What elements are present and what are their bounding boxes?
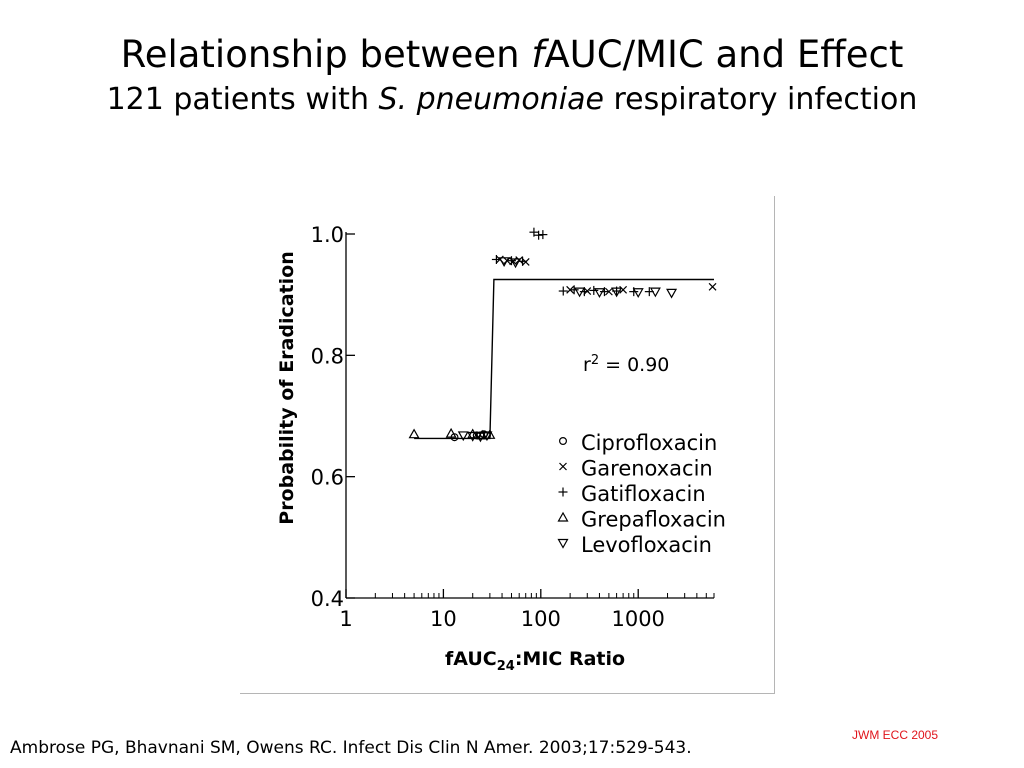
data-point-triangle-down (457, 431, 469, 442)
y-tick-label: 0.6 (311, 466, 344, 490)
r2-base: r (583, 354, 591, 376)
data-point-triangle-down (498, 257, 510, 268)
data-point-triangle-down (666, 288, 678, 299)
title-text-start: Relationship between (120, 33, 532, 76)
data-point-triangle-down (509, 258, 522, 269)
x-tick-label: 10 (430, 607, 457, 631)
data-point-plus (569, 285, 579, 295)
data-point-triangle-down (593, 288, 605, 298)
legend-marker-triangle-up (557, 511, 569, 522)
y-tick-label: 0.8 (311, 344, 344, 368)
data-point-triangle-up (484, 429, 496, 439)
data-point-x (708, 282, 717, 291)
y-tick-label: 1.0 (311, 223, 344, 247)
x-axis-label: fAUC24:MIC Ratio (445, 648, 625, 674)
data-point-plus (491, 254, 501, 264)
data-point-plus (534, 230, 544, 240)
title-italic-f: f (531, 33, 545, 76)
legend-label: Grepafloxacin (581, 508, 726, 532)
x-tick-label: 100 (521, 607, 561, 631)
data-point-plus (589, 285, 599, 295)
data-point-plus (518, 256, 528, 266)
data-point-triangle-up (445, 427, 457, 438)
x-tick-label: 1000 (611, 607, 664, 631)
x-label-rest: :MIC Ratio (515, 648, 625, 670)
data-point-x (619, 285, 628, 294)
legend-marker-plus (558, 487, 568, 497)
y-axis-label: Probability of Eradication (276, 251, 298, 524)
chart-axes: 0.4 0.6 0.8 1.0 1 10 100 1000 (311, 223, 715, 631)
data-point-triangle-up (408, 428, 420, 439)
data-point-triangle-down (481, 431, 493, 442)
r2-value: = 0.90 (599, 354, 669, 376)
data-point-triangle-down (611, 287, 623, 298)
subtitle-text-end: respiratory infection (603, 82, 918, 117)
legend-marker-x (559, 462, 567, 471)
citation: Ambrose PG, Bhavnani SM, Owens RC. Infec… (10, 738, 692, 758)
data-point-triangle-down (649, 287, 661, 298)
r-squared-annotation: r2 = 0.90 (583, 353, 669, 376)
x-tick-label: 1 (339, 607, 352, 631)
subtitle-text-start: 121 patients with (106, 82, 379, 117)
data-point-plus (558, 286, 568, 296)
data-points-group (408, 227, 717, 443)
legend: CiprofloxacinGarenoxacinGatifloxacinGrep… (557, 431, 726, 557)
subtitle-italic-organism: S. pneumoniae (378, 82, 604, 117)
legend-label: Levofloxacin (581, 533, 712, 557)
data-point-x (521, 257, 530, 266)
data-point-triangle-down (467, 431, 479, 442)
legend-label: Ciprofloxacin (581, 431, 717, 455)
credit: JWM ECC 2005 (852, 728, 939, 742)
data-point-plus (538, 230, 548, 240)
data-point-triangle-down (574, 287, 586, 298)
data-point-plus (529, 227, 539, 237)
legend-marker-circle (558, 437, 567, 446)
slide-subtitle: 121 patients with S. pneumoniae respirat… (0, 80, 1024, 120)
x-label-main: fAUC (445, 648, 497, 670)
legend-label: Gatifloxacin (581, 482, 706, 506)
slide-title: Relationship between fAUC/MIC and Effect (0, 32, 1024, 78)
data-point-triangle-down (632, 288, 644, 298)
y-tick-label: 0.4 (311, 587, 344, 611)
data-point-triangle-up (467, 428, 479, 439)
title-text-end: AUC/MIC and Effect (544, 33, 904, 76)
legend-marker-triangle-down (557, 538, 569, 549)
r2-superscript: 2 (591, 353, 599, 368)
data-point-triangle-down (474, 432, 486, 443)
x-label-subscript: 24 (497, 659, 515, 674)
legend-label: Garenoxacin (581, 457, 713, 481)
